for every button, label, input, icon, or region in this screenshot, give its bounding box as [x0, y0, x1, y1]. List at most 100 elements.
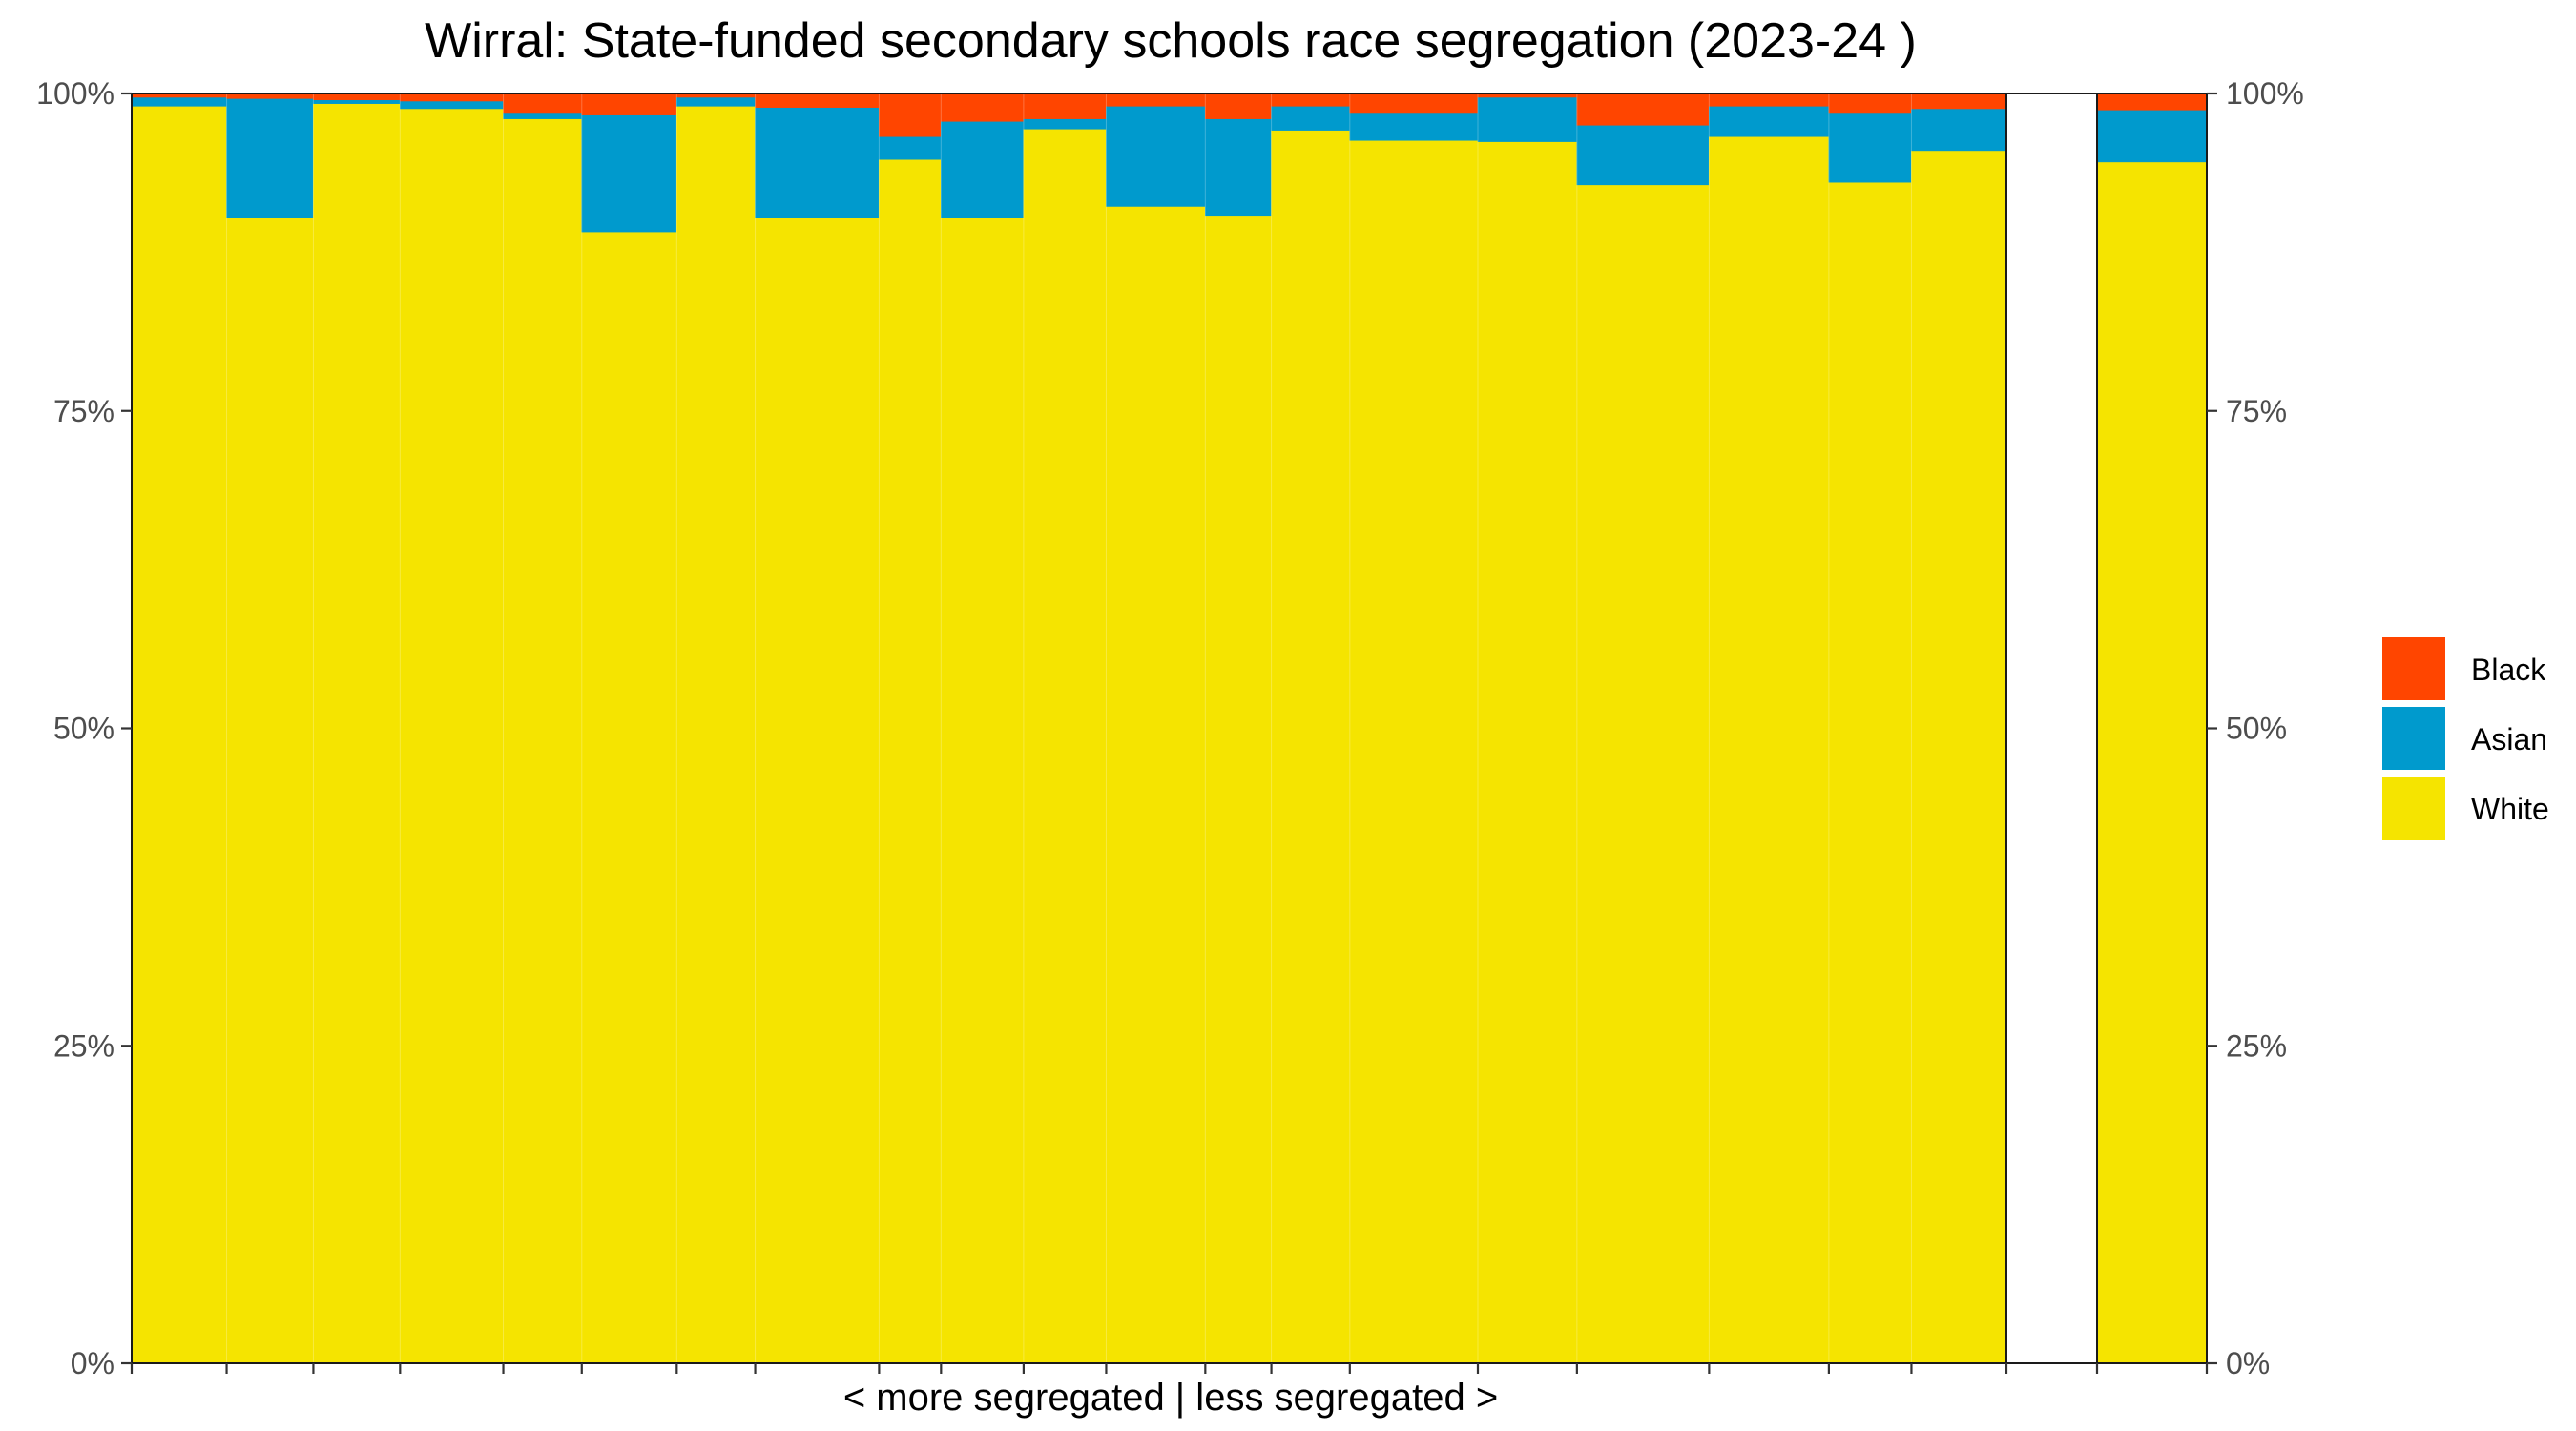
bar-segment-white: [131, 106, 227, 1364]
bar-segment-asian: [1349, 112, 1479, 141]
school-bar-1: [131, 93, 227, 1364]
bar-segment-white: [1349, 139, 1479, 1364]
chart-title: Wirral: State-funded secondary schools r…: [425, 13, 1917, 69]
bar-segment-asian: [676, 96, 756, 107]
school-bar-2: [226, 93, 314, 1364]
y-tick-label-left: 25%: [53, 1028, 114, 1063]
y-tick-label-left: 75%: [53, 394, 114, 428]
y-tick-label-left: 50%: [53, 712, 114, 746]
bar-segment-white: [1576, 184, 1710, 1364]
bar-segment-black: [1576, 93, 1710, 126]
bar-segment-white: [503, 118, 583, 1364]
bar-segment-white: [755, 218, 880, 1364]
school-bar-4: [399, 93, 504, 1364]
legend-item-black: Black: [2382, 637, 2546, 700]
y-tick-label-right: 100%: [2226, 76, 2304, 111]
bar-segment-white: [400, 108, 504, 1364]
legend-label-white: White: [2471, 792, 2549, 826]
school-bar-3: [312, 93, 401, 1364]
school-bar-14: [1271, 93, 1351, 1364]
legend: Black Asian White: [2382, 637, 2549, 840]
y-tick-label-right: 25%: [2226, 1028, 2287, 1063]
school-bar-10: [940, 93, 1025, 1364]
bar-segment-white: [1205, 215, 1272, 1364]
school-bar-16: [1477, 93, 1578, 1364]
y-tick-label-right: 50%: [2226, 712, 2287, 746]
axes-layer: 0% 0% 25% 25% 50% 50% 75% 75% 100% 100%: [36, 76, 2304, 1380]
bar-segment-white: [226, 218, 314, 1364]
legend-swatch-white: [2382, 777, 2445, 840]
bar-segment-white: [1023, 128, 1107, 1364]
bar-segment-black: [1205, 93, 1272, 119]
bar-segment-black: [1709, 93, 1830, 107]
bar-segment-asian: [1477, 96, 1578, 142]
school-bar-19: [1828, 93, 1912, 1364]
legend-label-black: Black: [2471, 653, 2546, 687]
y-tick-label-left: 0%: [71, 1346, 114, 1380]
bar-segment-black: [1349, 93, 1479, 114]
bar-segment-asian: [1271, 106, 1351, 131]
bar-segment-white: [1106, 206, 1206, 1364]
bar-segment-asian: [581, 114, 677, 233]
school-bar-17: [1576, 93, 1710, 1364]
bar-segment-white: [1828, 181, 1912, 1364]
school-bar-20: [1910, 93, 2007, 1364]
school-bar-18: [1708, 93, 1830, 1364]
bar-segment-black: [1023, 93, 1107, 119]
bar-segment-asian: [503, 112, 583, 119]
bar-segment-asian: [2096, 110, 2208, 163]
legend-item-asian: Asian: [2382, 707, 2547, 770]
bar-segment-black: [755, 93, 880, 108]
x-axis-title: < more segregated | less segregated >: [843, 1377, 1498, 1419]
bar-segment-black: [2096, 93, 2208, 111]
bar-segment-black: [581, 93, 677, 115]
bar-segment-asian: [1709, 106, 1830, 137]
school-bar-12: [1105, 93, 1206, 1364]
bar-segment-white: [1911, 150, 2007, 1364]
bar-segment-white: [581, 231, 677, 1364]
summary-bar: [2096, 93, 2208, 1364]
school-bar-8: [755, 93, 880, 1364]
bar-segment-white: [676, 106, 756, 1364]
bar-segment-black: [879, 93, 942, 137]
bar-segment-asian: [879, 135, 942, 160]
legend-swatch-black: [2382, 637, 2445, 700]
bar-segment-black: [1911, 93, 2007, 110]
legend-swatch-asian: [2382, 707, 2445, 770]
school-bar-13: [1204, 93, 1272, 1364]
bar-segment-white: [1477, 141, 1578, 1364]
bar-segment-asian: [755, 107, 880, 218]
bar-segment-white: [1271, 130, 1351, 1364]
bar-segment-black: [1106, 93, 1206, 107]
bar-segment-white: [313, 103, 401, 1364]
bar-segment-black: [503, 93, 583, 114]
bar-segment-asian: [1023, 118, 1107, 130]
school-bar-9: [878, 93, 942, 1364]
bar-segment-black: [1828, 93, 1912, 114]
bar-segment-asian: [400, 100, 504, 110]
bar-segment-asian: [313, 99, 401, 104]
bar-segment-black: [941, 93, 1025, 122]
bar-segment-asian: [1205, 118, 1272, 217]
bar-segment-asian: [226, 98, 314, 218]
bar-segment-asian: [941, 120, 1025, 218]
legend-item-white: White: [2382, 777, 2549, 840]
bar-segment-black: [1271, 93, 1351, 107]
legend-label-asian: Asian: [2471, 722, 2547, 757]
school-bar-15: [1349, 93, 1479, 1364]
bars-layer: [131, 93, 2208, 1364]
bar-segment-white: [2096, 161, 2208, 1364]
bar-segment-white: [1709, 135, 1830, 1364]
bar-segment-white: [879, 158, 942, 1364]
bar-segment-asian: [1911, 108, 2007, 152]
school-bar-7: [675, 93, 756, 1364]
bar-segment-asian: [131, 96, 227, 107]
bar-segment-asian: [1828, 112, 1912, 183]
y-tick-label-right: 0%: [2226, 1346, 2270, 1380]
school-bar-11: [1023, 93, 1107, 1364]
school-bar-5: [503, 93, 583, 1364]
bar-segment-white: [941, 218, 1025, 1364]
y-tick-label-left: 100%: [36, 76, 114, 111]
